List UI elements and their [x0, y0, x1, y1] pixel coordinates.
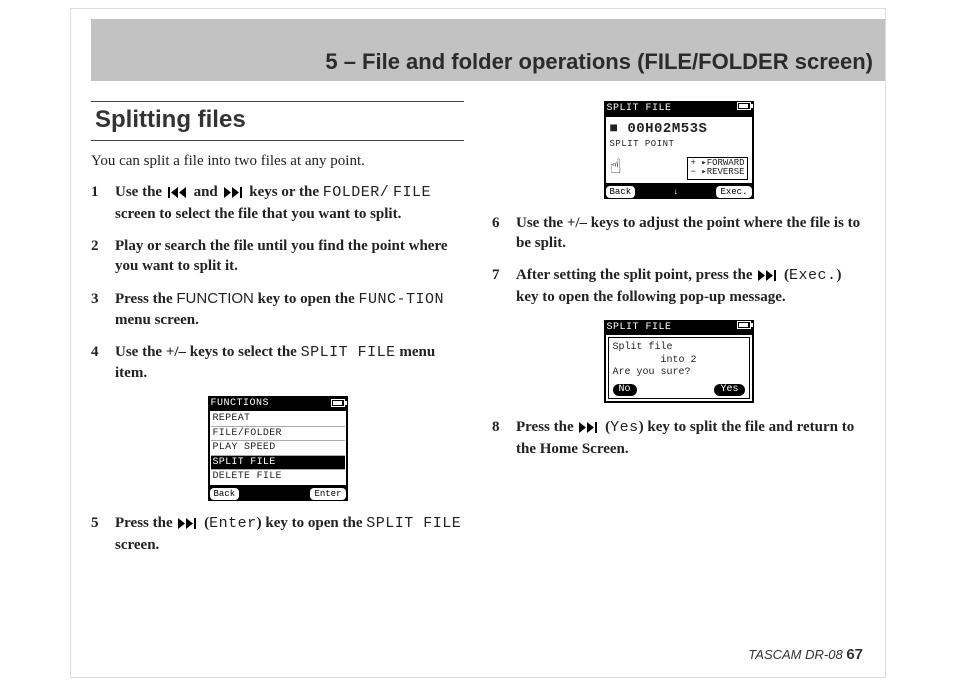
step-1-text-c: keys or the [249, 184, 322, 200]
step-1: 1 Use the and keys or the FOLDER/ FILE s… [91, 182, 464, 225]
hand-icon: ☝ [610, 155, 622, 182]
step-5-text-d: screen. [115, 537, 159, 553]
lcd-functions-title: FUNCTIONS [211, 397, 270, 411]
step-3-text-c: menu screen. [115, 312, 199, 328]
lcd-functions-row: DELETE FILE [211, 470, 345, 484]
lcd-functions-back: Back [210, 488, 240, 500]
step-5: 5 Press the (Enter) key to open the SPLI… [91, 513, 464, 556]
lcd-split-down-icon: ↓ [669, 186, 682, 198]
product-model: TASCAM DR-08 [748, 647, 842, 662]
prev-track-icon [168, 184, 188, 204]
confirm-popup: Split file into 2 Are you sure? No Yes [608, 337, 750, 399]
next-track-icon [758, 267, 778, 287]
next-track-icon [224, 184, 244, 204]
lcd-split-sub: SPLIT POINT [610, 138, 748, 150]
step-3-mono: FUNC-TION [358, 291, 444, 308]
lcd-split-exec: Exec. [716, 186, 751, 198]
lcd-confirm-title: SPLIT FILE [607, 321, 672, 335]
battery-icon [737, 321, 751, 329]
step-8-mono: Yes [610, 419, 639, 436]
step-2: 2 Play or search the file until you find… [91, 236, 464, 277]
step-8: 8 Press the (Yes) key to split the file … [492, 417, 865, 460]
step-3-text-a: Press the [115, 291, 176, 307]
step-4: 4 Use the +/– keys to select the SPLIT F… [91, 342, 464, 384]
step-5-mono-enter: Enter [209, 515, 257, 532]
confirm-no-button: No [613, 384, 637, 397]
step-4-mono: SPLIT FILE [301, 344, 396, 361]
lcd-split-back: Back [606, 186, 636, 198]
reverse-label: − ▸REVERSE [690, 168, 744, 178]
step-8-text-a: Press the [516, 419, 577, 435]
lcd-split-title: SPLIT FILE [607, 102, 672, 116]
lcd-functions-row: REPEAT [211, 412, 345, 427]
step-1-text-d: screen to select the file that you want … [115, 206, 401, 222]
step-1-mono-folder: FOLDER/ [323, 184, 390, 201]
step-7: 7 After setting the split point, press t… [492, 265, 865, 308]
chapter-title: 5 – File and folder operations (FILE/FOL… [325, 49, 873, 75]
confirm-yes-button: Yes [714, 384, 744, 397]
confirm-line1: Split file [613, 342, 745, 355]
right-column: SPLIT FILE ■ 00H02M53S SPLIT POINT ☝ + ▸… [492, 101, 865, 627]
left-column: Splitting files You can split a file int… [91, 101, 464, 627]
lcd-functions-row: SPLIT FILE [211, 456, 345, 471]
steps-list-right-2: 8 Press the (Yes) key to split the file … [492, 417, 865, 460]
lcd-split-time: ■ 00H02M53S [610, 120, 748, 139]
step-3-text-b: key to open the [258, 291, 359, 307]
chapter-header-band: 5 – File and folder operations (FILE/FOL… [91, 19, 885, 81]
page-footer: TASCAM DR-08 67 [748, 646, 863, 663]
steps-list-right: 6 Use the +/– keys to adjust the point w… [492, 213, 865, 308]
step-1-text-a: Use the [115, 184, 166, 200]
page-number: 67 [846, 646, 863, 663]
content-area: Splitting files You can split a file int… [91, 101, 865, 627]
step-3: 3 Press the FUNCTION key to open the FUN… [91, 289, 464, 331]
step-6: 6 Use the +/– keys to adjust the point w… [492, 213, 865, 254]
battery-icon [331, 399, 345, 407]
step-2-text: Play or search the file until you find t… [115, 238, 448, 274]
step-5-text-c: ) key to open the [257, 515, 367, 531]
lcd-functions-row: FILE/FOLDER [211, 427, 345, 442]
step-4-text-a: Use the +/– keys to select the [115, 344, 301, 360]
section-title: Splitting files [91, 101, 464, 141]
step-5-mono-split: SPLIT FILE [366, 515, 461, 532]
step-7-text-a: After setting the split point, press the [516, 267, 756, 283]
intro-text: You can split a file into two files at a… [91, 151, 464, 171]
step-5-text-a: Press the [115, 515, 176, 531]
next-track-icon [178, 515, 198, 535]
confirm-line3: Are you sure? [613, 367, 745, 380]
step-1-text-b: and [194, 184, 222, 200]
function-key-label: FUNCTION [176, 290, 254, 307]
lcd-functions-enter: Enter [310, 488, 345, 500]
battery-icon [737, 102, 751, 110]
confirm-line2: into 2 [613, 355, 745, 368]
next-track-icon [579, 419, 599, 439]
step-7-mono: Exec. [789, 267, 837, 284]
forward-reverse-box: + ▸FORWARD − ▸REVERSE [687, 157, 747, 181]
lcd-confirm-dialog: SPLIT FILE Split file into 2 Are you sur… [604, 320, 754, 404]
steps-list-left-2: 5 Press the (Enter) key to open the SPLI… [91, 513, 464, 556]
lcd-functions-menu: FUNCTIONS REPEATFILE/FOLDERPLAY SPEEDSPL… [208, 396, 348, 501]
lcd-split-point: SPLIT FILE ■ 00H02M53S SPLIT POINT ☝ + ▸… [604, 101, 754, 199]
lcd-functions-row: PLAY SPEED [211, 441, 345, 456]
steps-list-left: 1 Use the and keys or the FOLDER/ FILE s… [91, 182, 464, 384]
step-6-text: Use the +/– keys to adjust the point whe… [516, 215, 860, 251]
page-frame: 5 – File and folder operations (FILE/FOL… [70, 8, 886, 678]
step-1-mono-file: FILE [393, 184, 431, 201]
